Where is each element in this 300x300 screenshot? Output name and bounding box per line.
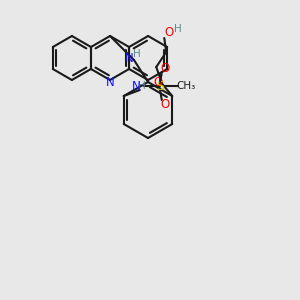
Text: CH₃: CH₃ <box>176 81 195 91</box>
Text: H: H <box>174 24 182 34</box>
Text: S: S <box>156 80 164 92</box>
Text: O: O <box>165 26 174 40</box>
Text: N: N <box>131 80 140 92</box>
Text: H: H <box>133 49 141 59</box>
Text: O: O <box>154 76 163 88</box>
Text: O: O <box>160 98 170 110</box>
Text: N: N <box>124 52 134 64</box>
Text: O: O <box>160 61 170 74</box>
Text: N: N <box>106 76 114 88</box>
Text: H: H <box>138 81 146 91</box>
